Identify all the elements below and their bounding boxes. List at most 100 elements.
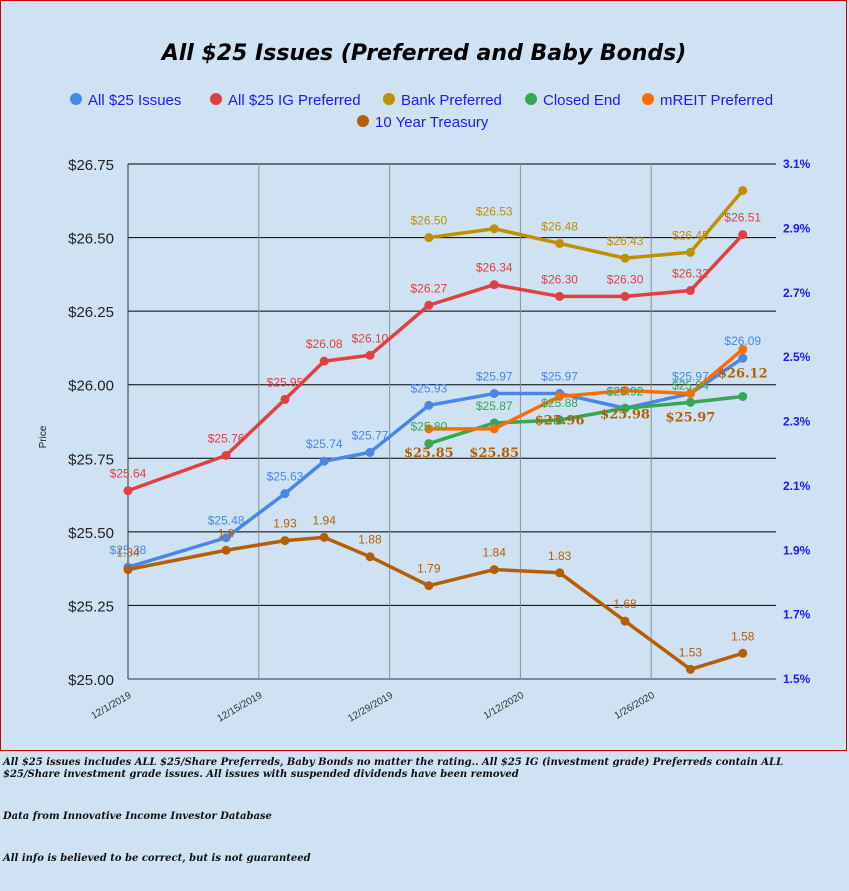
legend-marker-3 xyxy=(525,93,537,105)
data-point-1 xyxy=(319,356,329,366)
data-label-5: 1.94 xyxy=(313,513,337,527)
data-label-5: 1.79 xyxy=(417,562,441,576)
data-label-3: $25.94 xyxy=(672,378,709,392)
data-label-1: $26.10 xyxy=(352,331,389,345)
data-label-1: $26.51 xyxy=(724,211,761,225)
data-point-5 xyxy=(620,616,630,626)
data-point-1 xyxy=(555,291,565,301)
data-point-2 xyxy=(555,238,565,248)
data-label-1: $26.34 xyxy=(476,261,513,275)
data-point-1 xyxy=(280,394,290,404)
data-label-0: $25.74 xyxy=(306,437,343,451)
data-point-1 xyxy=(738,230,748,240)
x-tick-label: 1/26/2020 xyxy=(613,690,657,722)
data-point-1 xyxy=(123,486,133,496)
x-tick-label: 12/29/2019 xyxy=(346,690,395,725)
data-point-1 xyxy=(685,286,695,296)
y-tick-label: $26.75 xyxy=(68,157,114,174)
data-point-5 xyxy=(685,664,695,674)
legend-marker-1 xyxy=(210,93,222,105)
data-point-0 xyxy=(221,533,231,543)
data-label-0: $25.63 xyxy=(267,470,304,484)
data-point-5 xyxy=(319,532,329,542)
y2-tick-label: 2.7% xyxy=(783,286,811,300)
series-line-5 xyxy=(127,535,744,672)
data-label-0: $25.97 xyxy=(672,370,709,384)
y-tick-label: $26.00 xyxy=(68,378,114,395)
x-tick-label: 12/15/2019 xyxy=(215,690,264,725)
series-line-2 xyxy=(428,189,745,260)
data-label-5: 1.58 xyxy=(731,629,755,643)
data-point-0 xyxy=(319,456,329,466)
data-point-3 xyxy=(738,391,748,401)
data-point-3 xyxy=(424,439,434,449)
data-label-3: $25.80 xyxy=(410,420,447,434)
data-point-0 xyxy=(280,489,290,499)
series-line-3 xyxy=(428,394,743,446)
legend-label-3: Closed End xyxy=(543,92,621,109)
chart-title: All $25 Issues (Preferred and Baby Bonds… xyxy=(160,41,687,66)
data-label-5: 1.53 xyxy=(679,645,703,659)
data-label-1: $26.08 xyxy=(306,337,343,351)
legend-label-4: mREIT Preferred xyxy=(660,92,773,109)
note-data-source: Data from Innovative Income Investor Dat… xyxy=(3,811,272,822)
data-point-1 xyxy=(620,291,630,301)
data-point-4 xyxy=(620,386,630,396)
y2-tick-label: 3.1% xyxy=(783,157,811,171)
data-label-0: $26.09 xyxy=(724,334,761,348)
data-label-1: $26.27 xyxy=(410,281,447,295)
y2-tick-label: 1.7% xyxy=(783,608,811,622)
data-label-4: $25.85 xyxy=(404,446,454,461)
data-point-5 xyxy=(738,648,748,658)
data-point-0 xyxy=(489,389,499,399)
legend-marker-2 xyxy=(383,93,395,105)
data-label-0: $25.97 xyxy=(476,370,513,384)
data-label-5: 1.84 xyxy=(116,546,140,560)
data-label-3: $25.88 xyxy=(541,396,578,410)
data-label-1: $25.95 xyxy=(267,375,304,389)
data-label-4: $25.85 xyxy=(469,446,519,461)
data-label-2: $26.53 xyxy=(476,205,513,219)
data-label-5: 1.88 xyxy=(358,533,382,547)
series-line-4 xyxy=(428,348,744,431)
data-point-5 xyxy=(489,565,499,575)
data-point-1 xyxy=(365,350,375,360)
x-tick-label: 1/12/2020 xyxy=(482,690,526,722)
data-label-4: $25.97 xyxy=(666,411,716,426)
data-point-5 xyxy=(280,536,290,546)
chart-frame xyxy=(0,0,847,751)
data-label-0: $25.97 xyxy=(541,370,578,384)
legend-label-1: All $25 IG Preferred xyxy=(228,92,361,109)
data-point-2 xyxy=(489,224,499,234)
data-label-0: $25.93 xyxy=(410,381,447,395)
data-label-1: $26.30 xyxy=(607,272,644,286)
data-label-4: $25.96 xyxy=(535,413,585,428)
data-point-5 xyxy=(221,545,231,555)
legend-label-0: All $25 Issues xyxy=(88,92,181,109)
data-point-1 xyxy=(221,450,231,460)
note-disclaimer: All info is believed to be correct, but … xyxy=(3,853,311,864)
data-label-2: $26.50 xyxy=(410,214,447,228)
data-point-0 xyxy=(424,400,434,410)
data-point-0 xyxy=(365,447,375,457)
legend-label-5: 10 Year Treasury xyxy=(375,114,489,131)
data-label-2: $26.43 xyxy=(607,234,644,248)
data-point-2 xyxy=(738,185,748,195)
y-tick-label: $26.25 xyxy=(68,304,114,321)
data-point-4 xyxy=(738,344,748,354)
data-point-2 xyxy=(424,233,434,243)
data-point-2 xyxy=(685,247,695,257)
data-label-2: $26.48 xyxy=(541,219,578,233)
data-label-5: 1.68 xyxy=(613,597,637,611)
line-chart: All $25 Issues (Preferred and Baby Bonds… xyxy=(38,41,811,725)
data-point-3 xyxy=(555,415,565,425)
y-tick-label: $26.50 xyxy=(68,231,114,248)
data-point-1 xyxy=(489,280,499,290)
legend-label-2: Bank Preferred xyxy=(401,92,502,109)
y2-tick-label: 2.1% xyxy=(783,479,811,493)
data-label-3: $25.87 xyxy=(476,399,513,413)
data-point-0 xyxy=(738,353,748,363)
note-definitions: All $25 issues includes ALL $25/Share Pr… xyxy=(3,757,784,780)
legend-marker-4 xyxy=(642,93,654,105)
data-point-2 xyxy=(620,253,630,263)
